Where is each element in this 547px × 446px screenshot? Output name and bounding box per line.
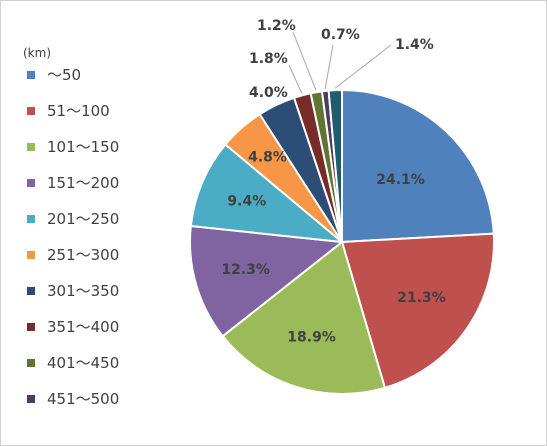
leader-lines	[288, 31, 392, 94]
legend-swatch-3	[27, 179, 35, 187]
pie-slice-3	[189, 224, 345, 338]
legend-items: ～50 51～100 101～150 151～200 201～250 251～300 301…	[23, 65, 119, 425]
legend: (km) ～50 51～100 101～150 151～200 201～250 251～3…	[23, 45, 119, 425]
legend-label-5: 251～300	[47, 246, 120, 264]
legend-swatch-0	[27, 71, 35, 79]
legend-item-7: 351～400	[23, 317, 119, 353]
slice-value-label-6: 4.0%	[249, 85, 288, 101]
pie-slice-0	[341, 88, 495, 244]
slice-value-label-9: 0.7%	[321, 27, 360, 43]
slice-value-label-0: 24.1%	[376, 172, 425, 188]
legend-label-2: 101～150	[47, 138, 120, 156]
pie-slice-4	[189, 143, 346, 244]
legend-swatch-1	[27, 107, 35, 115]
legend-label-0: ～50	[47, 66, 82, 84]
legend-item-8: 401～450	[23, 353, 119, 389]
slice-labels: 24.1% 21.3% 18.9% 12.3% 9.4% 4.8% 4.0% 1.8% 1.2%…	[221, 18, 445, 346]
slice-value-label-2: 18.9%	[287, 330, 336, 346]
legend-item-9: 451～500	[23, 389, 119, 425]
slice-value-label-7: 1.8%	[249, 51, 288, 67]
legend-label-3: 151～200	[47, 174, 120, 192]
pie-slice-10	[327, 88, 343, 243]
leader-line-8	[292, 31, 317, 91]
slice-value-label-10: 1.4%	[395, 37, 434, 53]
legend-item-5: 251～300	[23, 245, 119, 281]
legend-item-1: 51～100	[23, 101, 119, 137]
pie-slices	[189, 88, 495, 395]
legend-label-7: 351～400	[47, 318, 120, 336]
slice-value-label-1: 21.3%	[397, 290, 446, 306]
legend-label-9: 451～500	[47, 390, 120, 408]
legend-label-8: 401～450	[47, 354, 120, 372]
legend-label-1: 51～100	[47, 102, 110, 120]
legend-swatch-4	[27, 215, 35, 223]
leader-line-7	[288, 64, 303, 94]
leader-line-10	[334, 44, 392, 89]
legend-swatch-5	[27, 251, 35, 259]
slice-value-label-3: 12.3%	[221, 262, 270, 278]
slice-value-label-4: 9.4%	[227, 194, 266, 210]
legend-item-6: 301～350	[23, 281, 119, 317]
legend-item-2: 101～150	[23, 137, 119, 173]
legend-swatch-6	[27, 287, 35, 295]
legend-unit-label: (km)	[23, 46, 52, 60]
legend-swatch-7	[27, 323, 35, 331]
legend-item-3: 151～200	[23, 173, 119, 209]
leader-line-9	[324, 44, 334, 90]
pie-slice-1	[340, 232, 495, 390]
legend-swatch-2	[27, 143, 35, 151]
legend-label-4: 201～250	[47, 210, 120, 228]
legend-swatch-8	[27, 359, 35, 367]
pie-slice-2	[221, 240, 387, 395]
legend-swatch-9	[27, 395, 35, 403]
slice-value-label-5: 4.8%	[248, 150, 287, 166]
legend-item-0: ～50	[23, 65, 119, 101]
legend-item-4: 201～250	[23, 209, 119, 245]
slice-value-label-8: 1.2%	[257, 18, 296, 34]
legend-label-6: 301～350	[47, 282, 120, 300]
